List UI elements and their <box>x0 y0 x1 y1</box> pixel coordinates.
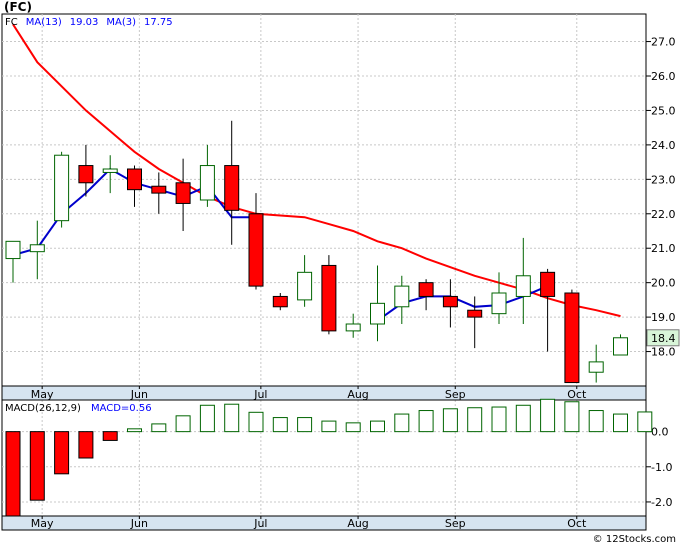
macd-label: MACD(26,12,9) <box>5 403 81 414</box>
macd-bar <box>272 417 288 433</box>
price-tick-label: 23.0 <box>651 173 676 186</box>
candle-body <box>491 292 507 315</box>
price-tick-label: 27.0 <box>651 36 676 49</box>
candle-body <box>78 165 94 184</box>
candle-body <box>272 295 288 308</box>
macd-bar <box>54 431 70 475</box>
candle-body <box>588 361 604 373</box>
macd-bar <box>175 415 191 433</box>
macd-bar <box>78 431 94 459</box>
macd-tick-label: -1.0 <box>651 461 672 474</box>
macd-bar <box>29 431 45 501</box>
month-label: May <box>31 388 54 401</box>
candle-body <box>540 271 556 297</box>
legend-entry: 19.03 <box>70 17 99 28</box>
month-label: Aug <box>347 388 368 401</box>
candle-body <box>54 154 70 222</box>
macd-bar <box>248 411 264 433</box>
candle-body <box>297 271 313 301</box>
macd-bar <box>321 420 337 433</box>
macd-month-label: Aug <box>347 517 368 530</box>
macd-bar <box>151 423 167 433</box>
candle-body <box>151 185 167 194</box>
candle-body <box>515 275 531 297</box>
macd-bar <box>224 403 240 433</box>
macd-bar <box>515 404 531 433</box>
macd-bar <box>637 411 653 433</box>
candle-body <box>248 213 264 287</box>
price-tick-label: 25.0 <box>651 104 676 117</box>
candle-body <box>321 264 337 332</box>
legend-entry: FC <box>5 17 18 28</box>
macd-tick-label: -2.0 <box>651 496 672 509</box>
macd-month-label: May <box>31 517 54 530</box>
macd-bar <box>345 422 361 433</box>
candle-body <box>127 168 142 191</box>
candle-body <box>613 337 628 356</box>
macd-bar <box>297 417 313 433</box>
candle-body <box>102 168 118 173</box>
macd-tick-label: 0.0 <box>651 426 669 439</box>
macd-bar <box>102 431 118 441</box>
candle-body <box>442 295 458 308</box>
macd-value-label: MACD=0.56 <box>91 403 152 414</box>
macd-bar <box>394 413 410 433</box>
macd-bar <box>564 401 580 433</box>
candle-body <box>467 309 483 318</box>
candle-body <box>418 282 434 297</box>
last-price-label: 18.4 <box>651 332 676 345</box>
macd-bar <box>127 428 142 433</box>
price-tick-label: 19.0 <box>651 311 676 324</box>
legend-entry: MA(3) <box>106 17 136 28</box>
price-tick-label: 20.0 <box>651 277 676 290</box>
candle-body <box>175 182 191 204</box>
chart-title: (FC) <box>4 0 32 14</box>
legend-entry: MA(13) <box>26 17 62 28</box>
candle-body <box>345 323 361 332</box>
price-tick-label: 22.0 <box>651 208 676 221</box>
month-label: Jun <box>130 388 148 401</box>
macd-bar <box>613 413 628 433</box>
candle-body <box>5 240 21 260</box>
macd-bar <box>467 407 483 433</box>
legend-entry: 17.75 <box>144 17 173 28</box>
macd-bar <box>588 410 604 433</box>
candle-body <box>29 244 45 253</box>
macd-bar <box>540 398 556 433</box>
macd-bar <box>491 406 507 433</box>
price-tick-label: 26.0 <box>651 70 676 83</box>
month-label: Jul <box>253 388 267 401</box>
candle-body <box>370 302 385 325</box>
price-xaxis-strip <box>1 385 647 401</box>
macd-bar <box>418 410 434 433</box>
macd-month-label: Sep <box>445 517 466 530</box>
price-tick-label: 21.0 <box>651 242 676 255</box>
macd-month-label: Jul <box>253 517 267 530</box>
month-label: Oct <box>567 388 587 401</box>
price-tick-label: 24.0 <box>651 139 676 152</box>
macd-month-label: Jun <box>130 517 148 530</box>
last-price-box <box>646 329 680 347</box>
candle-body <box>199 165 215 201</box>
macd-bar <box>199 404 215 433</box>
macd-xaxis-strip <box>1 515 647 531</box>
candle-body <box>224 165 240 211</box>
month-label: Sep <box>445 388 466 401</box>
macd-bar <box>5 431 21 521</box>
macd-month-label: Oct <box>567 517 587 530</box>
candle-body <box>394 285 410 308</box>
macd-bar <box>370 420 385 433</box>
footer-credit: © 12Stocks.com <box>593 534 676 545</box>
price-tick-label: 18.0 <box>651 346 676 359</box>
macd-bar <box>442 408 458 433</box>
candle-body <box>564 292 580 384</box>
